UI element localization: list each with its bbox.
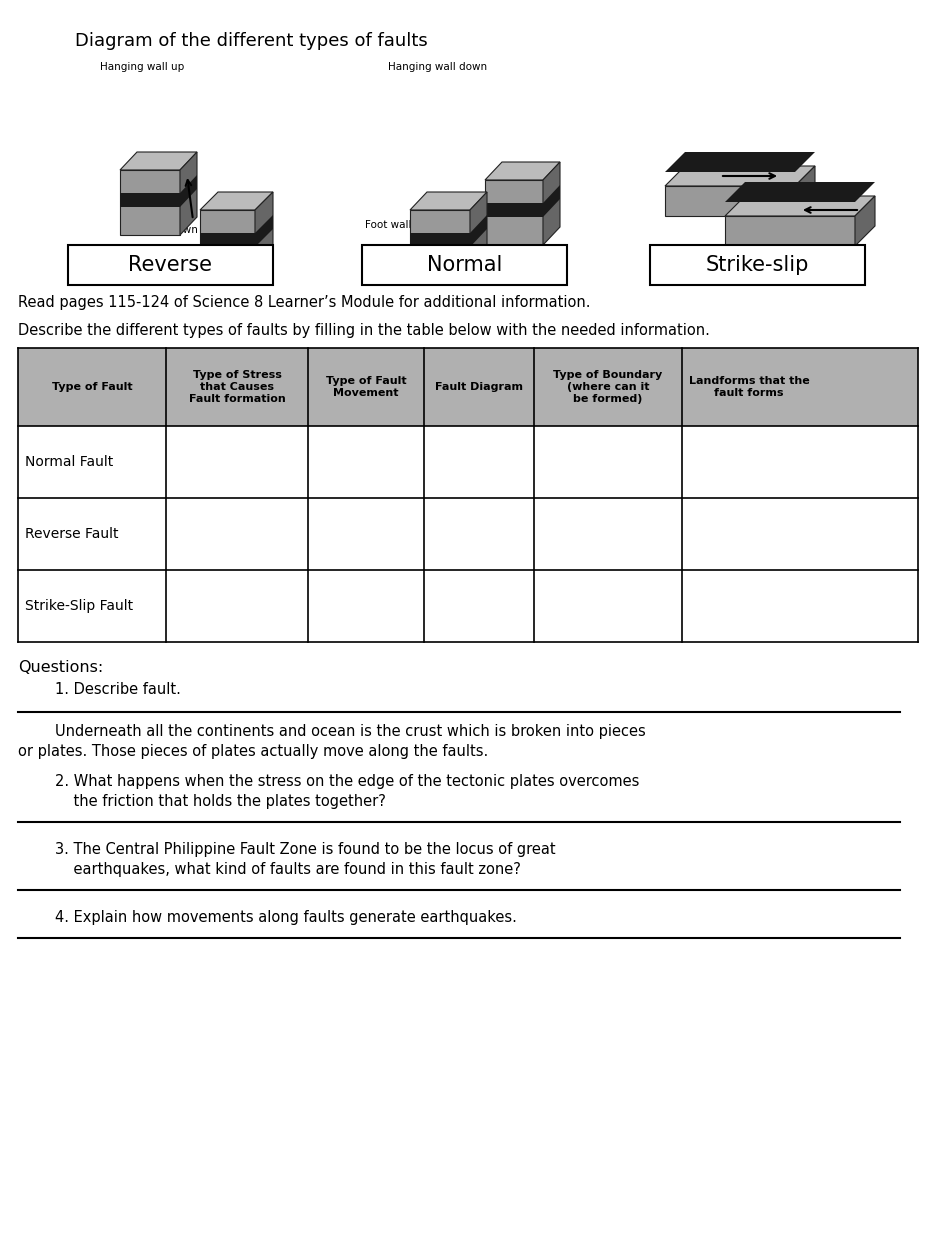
Text: Reverse Fault: Reverse Fault [25, 527, 119, 541]
Polygon shape [665, 166, 815, 186]
Text: Type of Stress
that Causes
Fault formation: Type of Stress that Causes Fault formati… [189, 371, 286, 403]
Polygon shape [410, 234, 470, 247]
Text: 3. The Central Philippine Fault Zone is found to be the locus of great: 3. The Central Philippine Fault Zone is … [55, 842, 556, 857]
Text: Diagram of the different types of faults: Diagram of the different types of faults [75, 32, 428, 50]
Polygon shape [485, 204, 543, 217]
Polygon shape [725, 182, 875, 202]
Polygon shape [470, 192, 487, 275]
Bar [18, 348, 918, 426]
Polygon shape [543, 162, 560, 245]
Polygon shape [120, 194, 180, 207]
Text: 2. What happens when the stress on the edge of the tectonic plates overcomes: 2. What happens when the stress on the e… [55, 774, 640, 789]
Text: or plates. Those pieces of plates actually move along the faults.: or plates. Those pieces of plates actual… [18, 744, 488, 759]
Polygon shape [180, 152, 197, 235]
Text: Normal: Normal [427, 255, 502, 275]
Text: Underneath all the continents and ocean is the crust which is broken into pieces: Underneath all the continents and ocean … [18, 724, 645, 739]
Text: 4. Explain how movements along faults generate earthquakes.: 4. Explain how movements along faults ge… [55, 911, 517, 926]
Polygon shape [200, 234, 255, 247]
Text: Hanging wall up: Hanging wall up [100, 62, 184, 72]
Polygon shape [255, 215, 273, 247]
Text: Type of Fault: Type of Fault [51, 382, 133, 392]
FancyBboxPatch shape [650, 245, 865, 285]
Text: Normal Fault: Normal Fault [25, 455, 113, 470]
Polygon shape [725, 216, 855, 246]
Text: earthquakes, what kind of faults are found in this fault zone?: earthquakes, what kind of faults are fou… [55, 862, 521, 877]
Polygon shape [255, 192, 273, 275]
Polygon shape [665, 186, 795, 216]
Polygon shape [200, 210, 255, 275]
Polygon shape [200, 192, 273, 210]
Polygon shape [795, 166, 815, 216]
FancyBboxPatch shape [362, 245, 567, 285]
Text: the friction that holds the plates together?: the friction that holds the plates toget… [55, 794, 386, 809]
Polygon shape [855, 196, 875, 246]
Text: Strike-slip: Strike-slip [706, 255, 809, 275]
Polygon shape [485, 162, 560, 180]
Text: Type of Fault
Movement: Type of Fault Movement [326, 376, 406, 397]
Text: Reverse: Reverse [129, 255, 213, 275]
FancyBboxPatch shape [68, 245, 273, 285]
Polygon shape [120, 152, 197, 170]
Polygon shape [485, 180, 543, 245]
Text: Questions:: Questions: [18, 659, 104, 674]
Text: Read pages 115-124 of Science 8 Learner’s Module for additional information.: Read pages 115-124 of Science 8 Learner’… [18, 295, 590, 310]
Text: Describe the different types of faults by filling in the table below with the ne: Describe the different types of faults b… [18, 323, 710, 338]
Polygon shape [120, 170, 180, 235]
Text: Fault Diagram: Fault Diagram [435, 382, 523, 392]
Text: Landforms that the
fault forms: Landforms that the fault forms [688, 376, 810, 397]
Text: 1. Describe fault.: 1. Describe fault. [55, 682, 181, 697]
Polygon shape [410, 192, 487, 210]
Text: Strike-Slip Fault: Strike-Slip Fault [25, 600, 134, 613]
Polygon shape [470, 215, 487, 247]
Polygon shape [410, 210, 470, 275]
Polygon shape [725, 196, 875, 216]
Polygon shape [180, 175, 197, 207]
Text: Type of Boundary
(where can it
be formed): Type of Boundary (where can it be formed… [553, 371, 662, 403]
Text: Foot wall down: Foot wall down [120, 225, 198, 235]
Text: Hanging wall down: Hanging wall down [388, 62, 488, 72]
Polygon shape [543, 185, 560, 217]
Text: Foot wall up: Foot wall up [365, 220, 428, 230]
Polygon shape [665, 152, 815, 172]
